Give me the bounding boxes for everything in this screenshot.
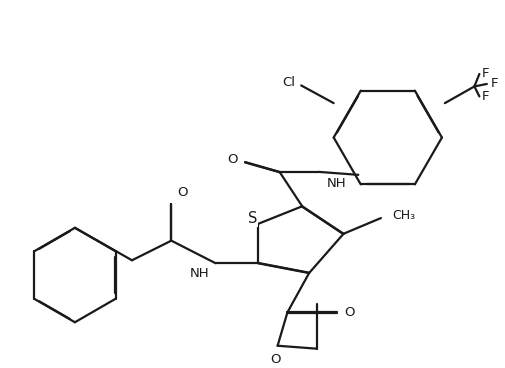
Text: Cl: Cl: [282, 77, 294, 89]
Text: O: O: [343, 306, 354, 319]
Text: O: O: [227, 153, 237, 166]
Text: F: F: [481, 90, 488, 103]
Text: NH: NH: [326, 177, 345, 190]
Text: NH: NH: [190, 267, 209, 280]
Text: S: S: [248, 212, 257, 226]
Text: O: O: [269, 353, 280, 366]
Text: F: F: [489, 77, 497, 91]
Text: CH₃: CH₃: [391, 209, 414, 222]
Text: F: F: [481, 67, 488, 81]
Text: O: O: [177, 186, 187, 199]
